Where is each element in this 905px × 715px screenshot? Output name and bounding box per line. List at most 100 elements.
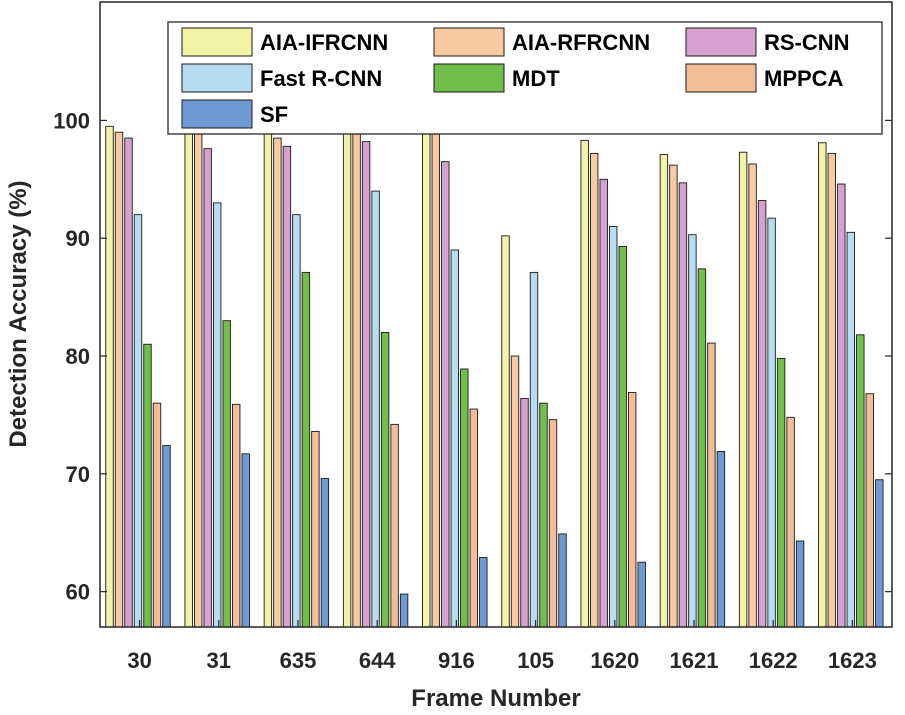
bar-aia-ifrcnn-1623 (818, 142, 827, 628)
bar-mppca-1620 (628, 392, 637, 628)
legend-box (167, 21, 883, 135)
x-tick-label: 30 (127, 648, 151, 673)
legend-label: MPPCA (764, 66, 844, 91)
bar-aia-ifrcnn-635 (263, 130, 273, 628)
bar-rs-cnn-30 (124, 137, 133, 628)
bar-mppca-1621 (707, 342, 716, 628)
bar-aia-ifrcnn-31 (184, 125, 193, 628)
bar-aia-rfrcnn-635 (273, 137, 282, 628)
bar-sf-31 (241, 453, 250, 628)
x-tick-label: 1621 (670, 648, 719, 673)
legend-swatch-sf (181, 99, 253, 129)
y-tick-label: 60 (66, 580, 90, 605)
bar-rs-cnn-105 (520, 397, 529, 628)
legend-label: Fast R-CNN (260, 66, 382, 91)
bar-sf-1623 (875, 479, 884, 628)
bar-mdt-31 (222, 320, 231, 628)
legend-swatch-rs-cnn (685, 27, 757, 57)
bar-fast-r-cnn-916 (450, 249, 459, 628)
legend-label: SF (260, 102, 288, 127)
x-tick-label: 31 (207, 648, 231, 673)
bar-mdt-916 (460, 368, 469, 628)
legend-label: MDT (512, 66, 560, 91)
bar-mppca-30 (152, 402, 162, 628)
x-tick-label: 644 (359, 648, 396, 673)
bar-mppca-644 (390, 423, 399, 628)
bar-fast-r-cnn-30 (133, 214, 143, 628)
bar-mdt-105 (539, 402, 548, 628)
bar-fast-r-cnn-1622 (767, 217, 776, 628)
bar-rs-cnn-916 (441, 161, 450, 628)
bar-mppca-1623 (865, 393, 874, 628)
bar-sf-644 (399, 593, 409, 628)
x-tick-label: 1622 (749, 648, 798, 673)
bar-mdt-1623 (856, 334, 865, 628)
legend-swatch-fast-r-cnn (181, 63, 253, 93)
bar-fast-r-cnn-1623 (846, 231, 855, 628)
bar-sf-916 (479, 557, 488, 628)
bar-aia-rfrcnn-105 (510, 355, 520, 628)
bar-aia-rfrcnn-916 (431, 131, 440, 628)
y-tick-label: 80 (66, 344, 90, 369)
bar-mdt-635 (301, 271, 311, 628)
x-tick-label: 635 (280, 648, 317, 673)
bar-aia-rfrcnn-1620 (590, 152, 599, 628)
bar-fast-r-cnn-644 (371, 190, 380, 628)
bar-mppca-916 (469, 408, 478, 628)
bar-aia-ifrcnn-1621 (659, 154, 669, 628)
bar-aia-rfrcnn-1621 (669, 164, 678, 628)
bar-rs-cnn-1621 (678, 182, 688, 628)
legend-label: AIA-RFRCNN (512, 30, 650, 55)
bar-rs-cnn-1620 (599, 178, 608, 628)
x-tick-label: 105 (517, 648, 554, 673)
bar-mdt-1620 (618, 246, 627, 628)
x-tick-label: 1623 (828, 648, 877, 673)
bar-fast-r-cnn-1621 (688, 234, 697, 628)
bar-sf-30 (162, 445, 171, 628)
x-tick-label: 916 (438, 648, 475, 673)
bar-fast-r-cnn-1620 (609, 225, 618, 628)
bar-aia-ifrcnn-30 (105, 125, 114, 628)
legend-swatch-aia-rfrcnn (433, 27, 505, 57)
bar-aia-rfrcnn-31 (193, 131, 203, 628)
bar-mdt-30 (143, 343, 152, 628)
bar-mppca-31 (231, 403, 241, 628)
bar-aia-rfrcnn-644 (352, 131, 361, 628)
legend-swatch-mdt (433, 63, 505, 93)
bar-rs-cnn-1623 (837, 183, 846, 628)
bar-sf-635 (320, 478, 330, 628)
bar-mdt-1622 (776, 357, 786, 628)
bar-aia-ifrcnn-1622 (738, 151, 748, 628)
bar-aia-rfrcnn-1623 (827, 152, 836, 628)
bar-sf-1621 (716, 451, 726, 628)
legend-label: AIA-IFRCNN (260, 30, 388, 55)
bar-mdt-644 (380, 332, 390, 628)
plot-frame (99, 1, 893, 628)
y-ticks-group: 60 70 80 90 100 (53, 108, 892, 605)
legend-swatch-mppca (685, 63, 757, 93)
bar-rs-cnn-1622 (757, 200, 767, 628)
bar-mppca-635 (311, 430, 320, 628)
x-tick-label: 1620 (590, 648, 639, 673)
bar-aia-rfrcnn-30 (114, 131, 124, 628)
bar-aia-rfrcnn-1622 (748, 163, 757, 628)
bar-mppca-1622 (786, 416, 795, 628)
bar-fast-r-cnn-31 (212, 202, 222, 628)
y-tick-label: 90 (66, 226, 90, 251)
bar-sf-105 (558, 533, 567, 628)
y-tick-label: 100 (53, 108, 90, 133)
bar-sf-1620 (637, 561, 646, 628)
legend-swatch-aia-ifrcnn (181, 27, 253, 57)
legend-label: RS-CNN (764, 30, 850, 55)
bar-fast-r-cnn-105 (529, 271, 539, 628)
bar-fast-r-cnn-635 (292, 214, 301, 628)
x-ticks-group: 30 31 635 644 916 105 1620 1621 1622 1623 (127, 620, 877, 673)
bar-rs-cnn-635 (282, 145, 292, 628)
bar-mdt-1621 (697, 268, 707, 628)
legend: AIA-IFRCNN AIA-RFRCNN RS-CNN Fast R-CNN MDT M… (167, 21, 883, 135)
y-axis-label: Detection Accuracy (%) (5, 180, 32, 447)
bar-rs-cnn-31 (203, 148, 212, 628)
y-tick-label: 70 (66, 462, 90, 487)
bar-aia-ifrcnn-644 (342, 125, 352, 628)
